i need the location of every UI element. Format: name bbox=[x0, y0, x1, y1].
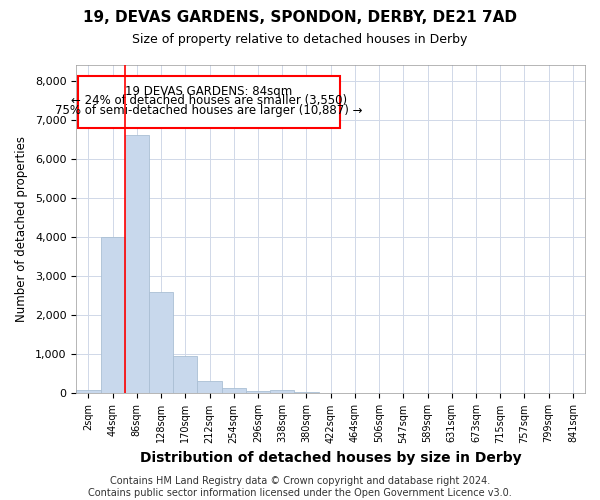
Bar bbox=[149, 292, 173, 394]
Bar bbox=[173, 356, 197, 394]
Text: 19, DEVAS GARDENS, SPONDON, DERBY, DE21 7AD: 19, DEVAS GARDENS, SPONDON, DERBY, DE21 … bbox=[83, 10, 517, 25]
Text: ← 24% of detached houses are smaller (3,550): ← 24% of detached houses are smaller (3,… bbox=[71, 94, 347, 108]
Bar bbox=[101, 237, 125, 394]
Bar bbox=[295, 392, 319, 394]
Bar bbox=[221, 388, 246, 394]
Bar bbox=[270, 390, 295, 394]
X-axis label: Distribution of detached houses by size in Derby: Distribution of detached houses by size … bbox=[140, 451, 521, 465]
Bar bbox=[77, 76, 340, 128]
Text: Contains HM Land Registry data © Crown copyright and database right 2024.
Contai: Contains HM Land Registry data © Crown c… bbox=[88, 476, 512, 498]
Text: 19 DEVAS GARDENS: 84sqm: 19 DEVAS GARDENS: 84sqm bbox=[125, 85, 293, 98]
Bar bbox=[246, 392, 270, 394]
Text: Size of property relative to detached houses in Derby: Size of property relative to detached ho… bbox=[133, 32, 467, 46]
Bar bbox=[197, 380, 221, 394]
Y-axis label: Number of detached properties: Number of detached properties bbox=[15, 136, 28, 322]
Text: 75% of semi-detached houses are larger (10,887) →: 75% of semi-detached houses are larger (… bbox=[55, 104, 362, 117]
Bar bbox=[76, 390, 101, 394]
Bar bbox=[125, 136, 149, 394]
